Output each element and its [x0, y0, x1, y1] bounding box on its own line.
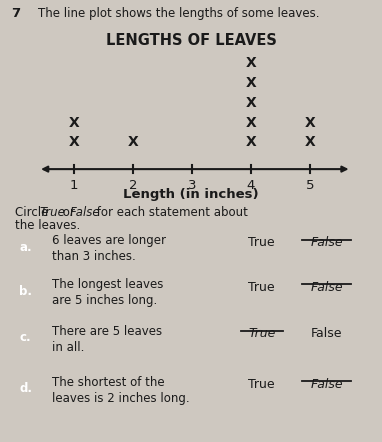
Text: The line plot shows the lengths of some leaves.: The line plot shows the lengths of some … — [38, 7, 320, 19]
Text: 5: 5 — [306, 179, 314, 192]
Text: Length (in inches): Length (in inches) — [123, 188, 259, 201]
Text: True: True — [40, 206, 66, 218]
Text: False: False — [310, 378, 343, 391]
Text: The longest leaves
are 5 inches long.: The longest leaves are 5 inches long. — [52, 278, 163, 308]
Text: X: X — [246, 56, 256, 70]
Text: 3: 3 — [188, 179, 196, 192]
Text: True: True — [248, 281, 275, 293]
Text: or: or — [59, 206, 79, 218]
Text: 1: 1 — [70, 179, 78, 192]
Text: 6 leaves are longer
than 3 inches.: 6 leaves are longer than 3 inches. — [52, 234, 165, 263]
Text: X: X — [246, 76, 256, 90]
Text: b.: b. — [19, 285, 32, 298]
Text: X: X — [305, 135, 316, 149]
Text: a.: a. — [19, 241, 32, 254]
Text: There are 5 leaves
in all.: There are 5 leaves in all. — [52, 325, 162, 354]
Text: X: X — [68, 135, 79, 149]
Text: False: False — [70, 206, 100, 218]
Text: the leaves.: the leaves. — [15, 219, 81, 232]
Text: True: True — [248, 378, 275, 391]
Text: d.: d. — [19, 382, 32, 395]
Text: X: X — [68, 115, 79, 130]
Text: X: X — [246, 115, 256, 130]
Text: LENGTHS OF LEAVES: LENGTHS OF LEAVES — [105, 33, 277, 48]
Text: False: False — [310, 236, 343, 249]
Text: True: True — [248, 236, 275, 249]
Text: True: True — [248, 327, 275, 340]
Text: 4: 4 — [247, 179, 255, 192]
Text: False: False — [310, 281, 343, 293]
Text: False: False — [311, 327, 342, 340]
Text: Circle: Circle — [15, 206, 52, 218]
Text: 2: 2 — [128, 179, 137, 192]
Text: c.: c. — [20, 332, 32, 344]
Text: X: X — [127, 135, 138, 149]
Text: X: X — [246, 135, 256, 149]
Text: The shortest of the
leaves is 2 inches long.: The shortest of the leaves is 2 inches l… — [52, 376, 189, 405]
Text: X: X — [305, 115, 316, 130]
Text: X: X — [246, 96, 256, 110]
Text: 7: 7 — [11, 7, 21, 19]
Text: for each statement about: for each statement about — [93, 206, 248, 218]
